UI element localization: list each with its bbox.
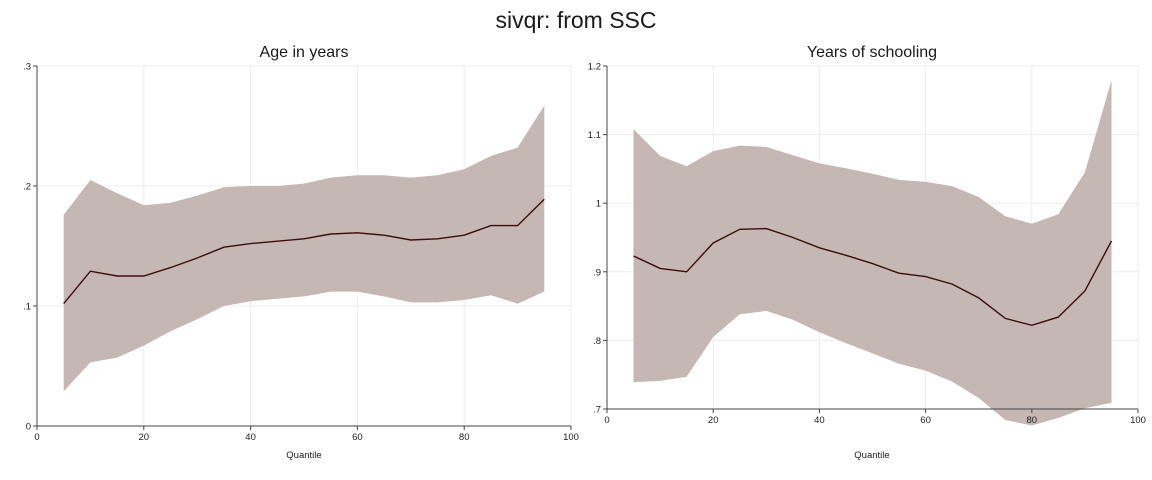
- x-tick-label-schooling: 60: [920, 415, 931, 426]
- x-axis-title-age: Quantile: [286, 450, 321, 461]
- y-tick-label-age: .1: [23, 302, 31, 313]
- y-tick-label-schooling: .9: [593, 267, 601, 278]
- y-tick-label-schooling: 1.2: [588, 62, 601, 73]
- estimate-line-schooling: [633, 227, 1113, 327]
- confidence-band-schooling: [633, 80, 1112, 426]
- x-tick-label-age: 0: [34, 432, 39, 443]
- x-axis-title-schooling: Quantile: [854, 450, 889, 461]
- x-tick-label-schooling: 40: [814, 415, 825, 426]
- estimate-line-age: [63, 198, 545, 305]
- y-tick-label-schooling: .7: [593, 405, 601, 416]
- panel-title-age: Age in years: [260, 44, 349, 61]
- chart-panel-age: Age in years Quantile 0 20 40 60 80 100 0 .1 .2.…: [23, 44, 579, 461]
- x-tick-label-age: 40: [245, 432, 256, 443]
- x-tick-label-schooling: 100: [1130, 415, 1146, 426]
- confidence-band-age: [63, 105, 545, 392]
- y-tick-label-age: .3: [23, 62, 31, 73]
- x-tick-label-schooling: 0: [604, 415, 609, 426]
- x-tick-label-schooling: 80: [1027, 415, 1038, 426]
- y-tick-label-schooling: 1: [596, 199, 601, 210]
- figure-title: sivqr: from SSC: [495, 7, 656, 33]
- x-tick-label-age: 60: [352, 432, 363, 443]
- chart-panel-schooling: Years of schooling Quantile 0 20 40 60 80 100…: [588, 44, 1146, 461]
- x-tick-label-schooling: 20: [708, 415, 719, 426]
- x-tick-label-age: 100: [563, 432, 579, 443]
- y-tick-label-schooling: .8: [593, 336, 601, 347]
- y-tick-label-age: .2: [23, 182, 31, 193]
- y-tick-label-age: 0: [26, 422, 31, 433]
- x-tick-label-age: 80: [459, 432, 470, 443]
- y-tick-label-schooling: 1.1: [588, 130, 601, 141]
- x-tick-label-age: 20: [139, 432, 150, 443]
- panel-title-schooling: Years of schooling: [807, 44, 937, 61]
